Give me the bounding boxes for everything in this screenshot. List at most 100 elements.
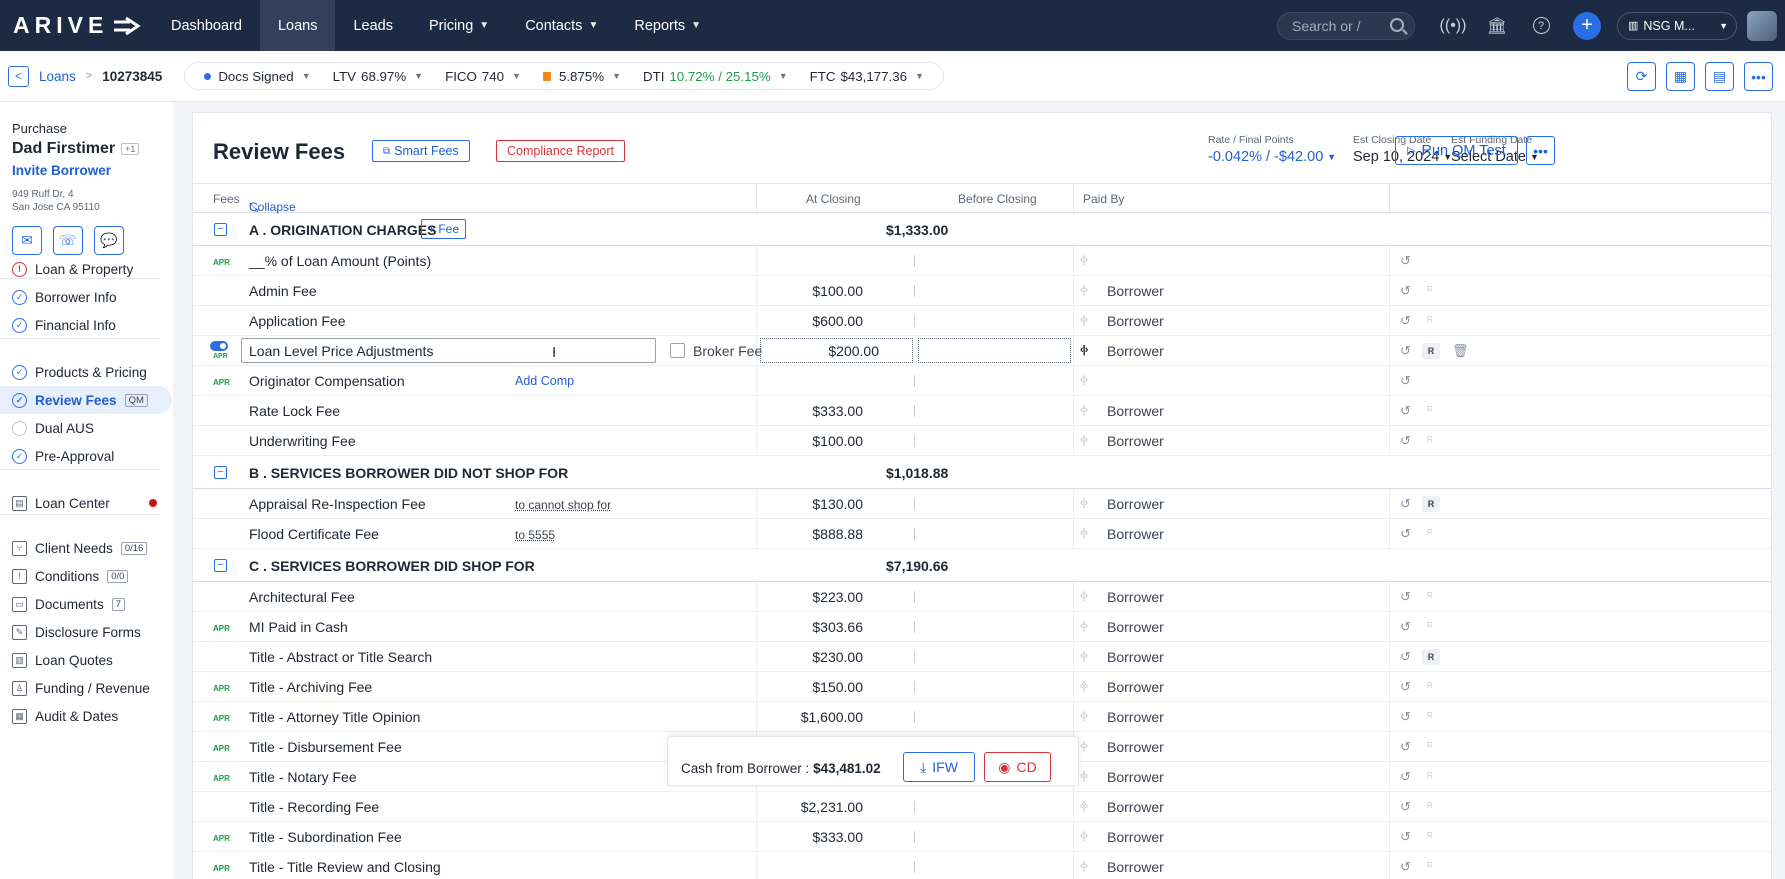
history-icon[interactable]: ↺ [1400,433,1411,448]
before-closing-cell[interactable] [914,621,915,633]
history-icon[interactable]: ↺ [1400,343,1411,358]
broker-fee-checkbox[interactable] [670,343,685,358]
before-closing-cell[interactable] [914,711,915,723]
history-icon[interactable]: ↺ [1400,649,1411,664]
history-icon[interactable]: ↺ [1400,526,1411,541]
r-badge-faint[interactable]: R [1427,861,1433,870]
r-badge-faint[interactable]: R [1427,405,1433,414]
nav-reports[interactable]: Reports ▼ [616,0,719,51]
before-closing-cell[interactable] [914,405,915,417]
fee-row[interactable]: APR Title - Attorney Title Opinion $1,600.… [193,702,1771,732]
back-button[interactable]: < [8,65,29,87]
history-icon[interactable]: ↺ [1400,253,1411,268]
fee-row[interactable]: Admin Fee $100.00 ‹|› Borrower ↺ R [193,276,1771,306]
nav-dashboard[interactable]: Dashboard [153,0,260,51]
history-icon[interactable]: ↺ [1400,496,1411,511]
more-options-button[interactable]: ••• [1744,62,1773,91]
at-closing-amount[interactable]: $303.66 [812,619,863,635]
history-icon[interactable]: ↺ [1400,799,1411,814]
fee-row[interactable]: APR Title - Subordination Fee $333.00 ‹|› Bo… [193,822,1771,852]
split-payment-icon[interactable]: ‹|› [1080,434,1088,446]
at-closing-amount[interactable]: $223.00 [812,589,863,605]
calendar-button[interactable]: ▦ [1666,62,1695,91]
breadcrumb-loans[interactable]: Loans [39,68,76,84]
history-icon[interactable]: ↺ [1400,283,1411,298]
at-closing-amount[interactable]: $100.00 [812,283,863,299]
split-payment-icon[interactable]: ‹|› [1080,284,1088,296]
before-closing-cell[interactable] [914,591,915,603]
split-payment-icon[interactable]: ‹|› [1080,650,1088,662]
before-closing-cell[interactable] [914,801,915,813]
fee-row[interactable]: Flood Certificate Fee to 5555 $888.88 ‹|› Bo… [193,519,1771,549]
rate-final-points[interactable]: Rate / Final Points -0.042% / -$42.00 ▼ [1208,134,1336,165]
paid-by-value[interactable]: Borrower [1107,433,1164,449]
split-payment-icon[interactable]: ‹|› [1080,800,1088,812]
r-badge-faint[interactable]: R [1427,621,1433,630]
fee-row[interactable]: Rate Lock Fee $333.00 ‹|› Borrower ↺ R [193,396,1771,426]
r-badge-faint[interactable]: R [1427,801,1433,810]
trash-icon[interactable]: 🗑 [1452,343,1469,358]
history-icon[interactable]: ↺ [1400,313,1411,328]
sidebar-item-loan-center[interactable]: ▤ Loan Center [0,489,173,517]
help-icon[interactable]: ? [1519,0,1563,51]
paid-by-value[interactable]: Borrower [1107,283,1164,299]
before-closing-cell[interactable] [914,831,915,843]
paid-by-value[interactable]: Borrower [1107,679,1164,695]
at-closing-amount[interactable]: $888.88 [812,526,863,542]
before-closing-cell[interactable] [914,651,915,663]
before-closing-input[interactable] [918,338,1071,363]
sidebar-item-pre-approval[interactable]: ✓ Pre-Approval [0,442,173,470]
run-qm-test-button[interactable]: ▷ Run QM Test [1395,136,1518,165]
at-closing-amount[interactable]: $230.00 [812,649,863,665]
sidebar-item-products-pricing[interactable]: ✓ Products & Pricing [0,358,173,386]
sidebar-item-review-fees[interactable]: ✓ Review Fees QM [0,386,172,414]
paid-by-value[interactable]: Borrower [1107,403,1164,419]
r-badge-faint[interactable]: R [1427,771,1433,780]
sidebar-item-loan-property[interactable]: ! Loan & Property [0,255,173,283]
r-badge-faint[interactable]: R [1427,528,1433,537]
r-badge-faint[interactable]: R [1427,741,1433,750]
split-payment-icon[interactable]: ‹|› [1080,314,1088,326]
email-button[interactable]: ✉ [12,226,42,255]
at-closing-amount[interactable]: $600.00 [812,313,863,329]
apr-toggle[interactable] [210,341,228,351]
before-closing-cell[interactable] [914,498,915,510]
create-plus-button[interactable]: + [1573,11,1601,40]
r-badge[interactable]: R [1422,343,1440,359]
at-closing-amount[interactable]: $100.00 [812,433,863,449]
global-search-input[interactable]: Search or / [1277,11,1415,40]
fee-row[interactable]: APR __% of Loan Amount (Points) ‹|› ↺ [193,246,1771,276]
r-badge[interactable]: R [1422,649,1440,665]
arive-logo[interactable]: ARIVE [13,12,153,39]
paid-by-value[interactable]: Borrower [1107,799,1164,815]
at-closing-input[interactable]: $200.00 [760,338,913,363]
broadcast-icon[interactable]: ((•)) [1439,16,1467,34]
fee-row[interactable]: Title - Recording Fee $2,231.00 ‹|› Borrowe… [193,792,1771,822]
collapse-section-button[interactable]: − [214,466,227,479]
collapse-section-button[interactable]: − [214,559,227,572]
history-icon[interactable]: ↺ [1400,709,1411,724]
paid-by-value[interactable]: Borrower [1107,769,1164,785]
fee-row[interactable]: APR Originator Compensation Add Comp ‹|› ↺ [193,366,1771,396]
r-badge-faint[interactable]: R [1427,435,1433,444]
split-payment-icon[interactable]: ‹|› [1080,740,1088,752]
before-closing-cell[interactable] [914,285,915,297]
sidebar-item-dual-aus[interactable]: Dual AUS [0,414,173,442]
fee-name-input[interactable]: Loan Level Price Adjustments I [241,338,656,363]
fee-row[interactable]: APR MI Paid in Cash $303.66 ‹|› Borrower ↺ R [193,612,1771,642]
split-payment-icon[interactable]: ‹|› [1080,497,1088,509]
r-badge[interactable]: R [1422,496,1440,512]
before-closing-cell[interactable] [914,375,915,387]
r-badge-faint[interactable]: R [1427,285,1433,294]
history-icon[interactable]: ↺ [1400,373,1411,388]
paid-by-value[interactable]: Borrower [1107,709,1164,725]
paid-by-value[interactable]: Borrower [1107,859,1164,875]
split-payment-icon[interactable]: ‹|› [1080,710,1088,722]
history-icon[interactable]: ↺ [1400,859,1411,874]
bank-icon[interactable]: 🏛 [1486,17,1508,35]
paid-by-value[interactable]: Borrower [1107,829,1164,845]
smart-fees-button[interactable]: ⧉ Smart Fees [372,140,470,162]
fee-row[interactable]: Title - Abstract or Title Search $230.00 ‹… [193,642,1771,672]
r-badge-faint[interactable]: R [1427,591,1433,600]
history-icon[interactable]: ↺ [1400,829,1411,844]
